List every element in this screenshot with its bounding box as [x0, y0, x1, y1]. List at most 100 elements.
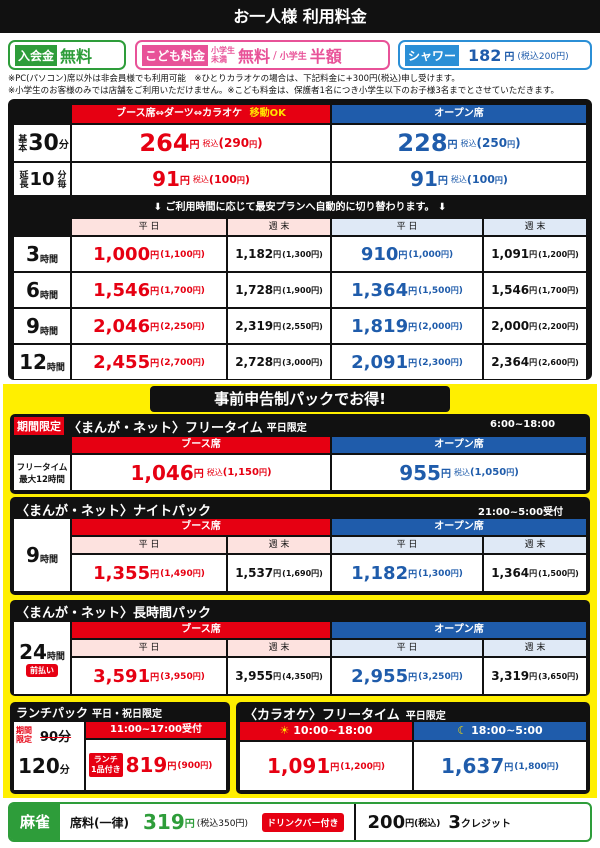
lunch-pack-cond: 平日・祝日限定 — [92, 709, 163, 720]
yen: 円 — [200, 760, 209, 770]
open-header: オープン席 — [332, 105, 586, 123]
tax-value: 100 — [471, 172, 495, 186]
price-cell: 1,537 円 (1,690円) — [228, 555, 330, 591]
price-value: 91 — [410, 167, 438, 191]
ext-booth-price: 91 円 税込 (100円) — [72, 163, 330, 195]
tax-value: 1,100 — [164, 249, 193, 260]
yen: 円 — [273, 285, 282, 295]
yen: 円 — [150, 358, 160, 369]
dish-badge-2: 1品付き — [91, 765, 121, 774]
tax-value: 2,700 — [164, 357, 193, 368]
mahjong-bar: 麻雀 席料(一律) 319 円 (税込350円) ドリンクバー付き 200 円(… — [8, 802, 592, 842]
price-value: 1,182 — [235, 247, 274, 261]
free-time-label: フリータイム 最大12時間 — [14, 455, 70, 490]
price-cell: 1,182 円 (1,300円) — [332, 555, 482, 591]
lunch-pack-title: ランチパック 平日・祝日限定 — [16, 704, 162, 721]
price-cell: 2,728 円 (3,000円) — [228, 345, 330, 379]
kids-val1: 無料 — [238, 47, 271, 66]
tax-value: 2,250 — [164, 321, 193, 332]
yen: 円 — [273, 249, 282, 259]
yen: 円 — [440, 469, 451, 480]
night-open-head: オープン席 — [332, 519, 586, 535]
price-value: 1,091 — [491, 247, 530, 261]
kids-fee-pill: こども料金 小学生未満 無料 / 小学生 半額 — [135, 40, 390, 70]
credit-unit: クレジット — [460, 818, 511, 830]
yen: 円 — [192, 249, 201, 259]
page-title: お一人様 利用料金 — [0, 0, 600, 33]
move-ok-text: 移動OK — [249, 108, 286, 119]
lunch-dish-badge: ランチ 1品付き — [89, 753, 123, 777]
price-value: 1,182 — [351, 562, 409, 584]
hours-value: 3 — [26, 242, 40, 266]
price-value: 1,537 — [235, 566, 274, 580]
prepay-badge: 前払い — [26, 663, 58, 677]
yen: 円 — [529, 568, 538, 578]
yen: 円 — [437, 175, 448, 187]
free-time-hours: 6:00~18:00 — [490, 419, 556, 430]
hours-value: 6 — [26, 278, 40, 302]
mahjong-label: 麻雀 — [10, 804, 61, 840]
hours-label: 3 時間 — [14, 237, 70, 271]
price-value: 3,591 — [93, 665, 151, 687]
tax-value: 1,050 — [474, 467, 507, 478]
basic-label-1: 基本 — [16, 134, 27, 152]
booth-header: ブース席⇔ダーツ⇔カラオケ 移動OK — [72, 105, 330, 123]
hours-unit: 時間 — [39, 555, 58, 565]
lunch-price: ランチ 1品付き 819 円 (900円) — [86, 740, 226, 790]
tax-value: 1,150 — [227, 467, 259, 478]
auto-notice-text: ご利用時間に応じて最安プランへ自動的に切り替わります。 — [165, 202, 435, 213]
tax-value: 1,700 — [541, 285, 568, 295]
lunch-old-duration: 90分 — [40, 730, 72, 745]
yen: 円 — [450, 357, 459, 367]
yen: 円 — [311, 285, 320, 295]
shower-price: 182 — [468, 45, 502, 65]
yen: 円 — [150, 322, 160, 333]
yen: 円 — [192, 671, 201, 681]
yen: 円 — [529, 249, 538, 259]
price-cell: 2,000 円 (2,200円) — [484, 309, 586, 343]
long-open-head: オープン席 — [332, 622, 586, 638]
hours-label: 9 時間 — [14, 309, 70, 343]
yen: 円 — [150, 569, 160, 580]
yen: 円 — [150, 250, 160, 261]
night-pack-time: 21:00~5:00受付 — [478, 507, 564, 518]
tax-value: 3,000 — [285, 357, 312, 367]
price-value: 1,364 — [351, 279, 409, 301]
free-open-head: オープン席 — [332, 437, 586, 453]
yen: 円 — [311, 357, 320, 367]
booth-weekday-head: 平 日 — [72, 219, 226, 235]
price-cell: 2,319 円 (2,550円) — [228, 309, 330, 343]
tax-value: 1,800 — [518, 761, 547, 772]
price-cell: 1,546 円 (1,700円) — [72, 273, 226, 307]
price-value: 1,546 — [93, 279, 151, 301]
price-cell: 3,591 円 (3,950円) — [72, 658, 226, 694]
yen: 円 — [372, 761, 381, 771]
tax-value: 1,500 — [541, 568, 568, 578]
night-hours-label: 9時間 — [14, 519, 70, 591]
basic-label: 基本 30 分 — [14, 125, 70, 161]
tax-value: 1,200 — [541, 249, 568, 259]
tax-value: 1,690 — [285, 568, 312, 578]
karaoke-day-time: 10:00~18:00 — [293, 724, 373, 737]
yen: 円 — [447, 139, 458, 151]
entry-fee-value: 無料 — [60, 47, 93, 66]
shower-yen: 円 — [504, 51, 515, 63]
auto-switch-notice: ⬇ ご利用時間に応じて最安プランへ自動的に切り替わります。 ⬇ — [14, 198, 586, 218]
yen: 円 — [441, 249, 450, 259]
mahjong-yen: 円 — [184, 818, 195, 830]
limited-badge: 期間限定 — [14, 417, 64, 435]
price-value: 2,955 — [351, 665, 409, 687]
hours-unit: 時間 — [46, 362, 65, 373]
long-booth-head: ブース席 — [72, 622, 330, 638]
yen: 円 — [273, 671, 282, 681]
long-booth-weekend: 週 末 — [228, 640, 330, 656]
open-weekday-head: 平 日 — [332, 219, 482, 235]
price-cell: 1,000 円 (1,100円) — [72, 237, 226, 271]
price-value: 955 — [399, 460, 441, 485]
yen: 円 — [529, 357, 538, 367]
lunch-mins-value: 120 — [18, 754, 60, 778]
price-cell: 2,955 円 (3,250円) — [332, 658, 482, 694]
yen: 円 — [567, 671, 576, 681]
free-open-price: 955 円 税込 (1,050円) — [332, 455, 586, 490]
tax-value: 1,300 — [285, 249, 312, 259]
